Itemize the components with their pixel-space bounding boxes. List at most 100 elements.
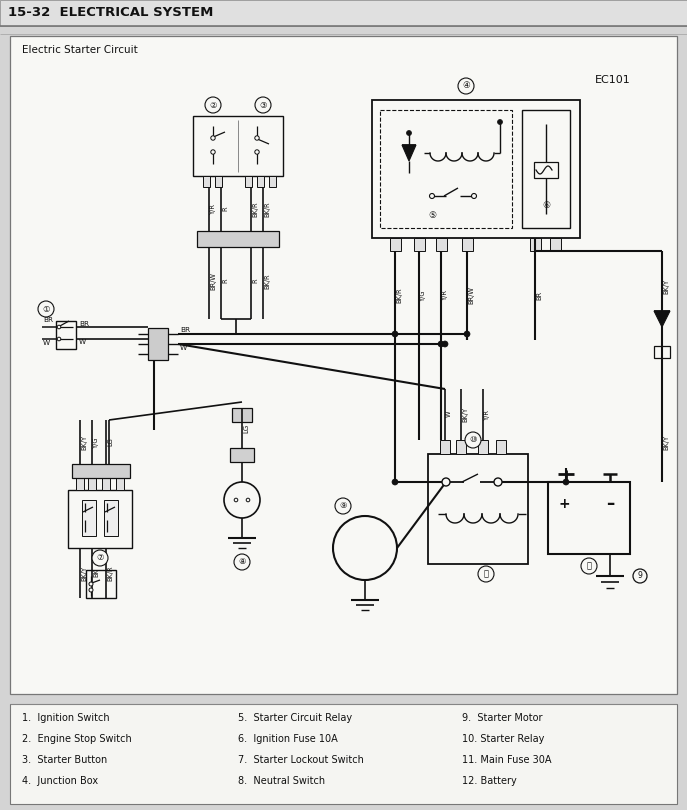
Bar <box>10 704 677 804</box>
Text: 15-32  ELECTRICAL SYSTEM: 15-32 ELECTRICAL SYSTEM <box>8 6 214 19</box>
Text: BK/Y: BK/Y <box>81 434 87 450</box>
Text: 1.  Ignition Switch: 1. Ignition Switch <box>22 713 110 723</box>
Bar <box>245 176 252 187</box>
Bar <box>548 482 630 554</box>
Text: 8.  Neutral Switch: 8. Neutral Switch <box>238 776 325 786</box>
Text: BK/R: BK/R <box>107 565 113 581</box>
Bar <box>269 176 276 187</box>
Bar <box>232 408 252 422</box>
Polygon shape <box>402 145 416 161</box>
Circle shape <box>392 479 398 485</box>
Circle shape <box>478 566 494 582</box>
Text: BK/Y: BK/Y <box>663 279 669 293</box>
Text: R: R <box>222 279 228 284</box>
Bar <box>436 238 447 251</box>
Text: BR: BR <box>79 321 89 327</box>
Circle shape <box>465 432 481 448</box>
Text: ③: ③ <box>259 100 267 109</box>
Circle shape <box>442 341 448 347</box>
Text: ②: ② <box>210 100 217 109</box>
Text: BR: BR <box>180 327 190 333</box>
Bar <box>82 500 96 536</box>
Bar <box>522 110 570 228</box>
Text: W: W <box>43 340 50 346</box>
Text: LG: LG <box>107 437 113 446</box>
Text: BK: BK <box>93 569 99 578</box>
Bar <box>654 346 670 358</box>
Text: 3.  Starter Button: 3. Starter Button <box>22 755 107 765</box>
Text: Y/R: Y/R <box>210 203 216 215</box>
Bar <box>390 238 401 251</box>
Text: R: R <box>222 207 228 211</box>
Text: –: – <box>606 495 614 513</box>
Circle shape <box>464 331 470 337</box>
Text: 10. Starter Relay: 10. Starter Relay <box>462 734 544 744</box>
Text: ⑤: ⑤ <box>428 211 436 220</box>
Bar <box>193 116 283 176</box>
Text: 11. Main Fuse 30A: 11. Main Fuse 30A <box>462 755 552 765</box>
Bar <box>56 321 76 349</box>
Text: 5.  Starter Circuit Relay: 5. Starter Circuit Relay <box>238 713 352 723</box>
Text: ⑩: ⑩ <box>469 436 477 445</box>
Circle shape <box>92 550 108 566</box>
Circle shape <box>211 150 215 154</box>
Bar <box>10 36 677 694</box>
Bar <box>102 478 110 490</box>
Text: BK/R: BK/R <box>396 288 402 303</box>
Circle shape <box>442 478 450 486</box>
Circle shape <box>429 194 434 198</box>
Circle shape <box>494 478 502 486</box>
Circle shape <box>335 498 351 514</box>
Bar <box>530 238 541 251</box>
Text: BK/R: BK/R <box>264 273 270 289</box>
Bar <box>428 454 528 564</box>
Bar <box>86 570 116 598</box>
Text: W: W <box>180 345 188 351</box>
Bar <box>68 490 132 548</box>
Bar <box>116 478 124 490</box>
Text: Electric Starter Circuit: Electric Starter Circuit <box>22 45 138 55</box>
Polygon shape <box>654 311 670 327</box>
Text: 9: 9 <box>638 572 642 581</box>
Text: LG: LG <box>243 424 249 433</box>
Circle shape <box>471 194 477 198</box>
Bar <box>230 448 254 462</box>
Text: BR/W: BR/W <box>468 286 474 304</box>
Text: ⑦: ⑦ <box>96 553 104 562</box>
Text: BK/Y: BK/Y <box>462 407 468 421</box>
Text: ④: ④ <box>462 82 470 91</box>
Text: Y/R: Y/R <box>484 408 490 420</box>
Circle shape <box>581 558 597 574</box>
Text: BK/R: BK/R <box>264 201 270 217</box>
Text: BR/W: BR/W <box>210 272 216 290</box>
Circle shape <box>246 498 250 502</box>
Text: ⑥: ⑥ <box>542 202 550 211</box>
Circle shape <box>255 150 259 154</box>
Circle shape <box>333 516 397 580</box>
Circle shape <box>234 554 250 570</box>
Bar <box>257 176 264 187</box>
Circle shape <box>563 479 569 485</box>
Bar <box>372 100 580 238</box>
Bar <box>203 176 210 187</box>
Bar <box>414 238 425 251</box>
Circle shape <box>392 331 398 337</box>
Text: 4.  Junction Box: 4. Junction Box <box>22 776 98 786</box>
Circle shape <box>38 301 54 317</box>
Circle shape <box>438 341 444 347</box>
Circle shape <box>89 582 93 586</box>
Text: W: W <box>446 411 452 417</box>
Text: 2.  Engine Stop Switch: 2. Engine Stop Switch <box>22 734 132 744</box>
Bar <box>380 110 512 228</box>
Text: BK/Y: BK/Y <box>81 565 87 581</box>
Bar <box>462 238 473 251</box>
Circle shape <box>458 78 474 94</box>
Circle shape <box>234 498 238 502</box>
Circle shape <box>407 130 412 135</box>
Text: +: + <box>558 497 570 511</box>
Bar <box>104 500 118 536</box>
Text: Y/G: Y/G <box>93 437 99 448</box>
Circle shape <box>255 136 259 140</box>
Circle shape <box>224 482 260 518</box>
Text: Y/R: Y/R <box>442 289 448 301</box>
